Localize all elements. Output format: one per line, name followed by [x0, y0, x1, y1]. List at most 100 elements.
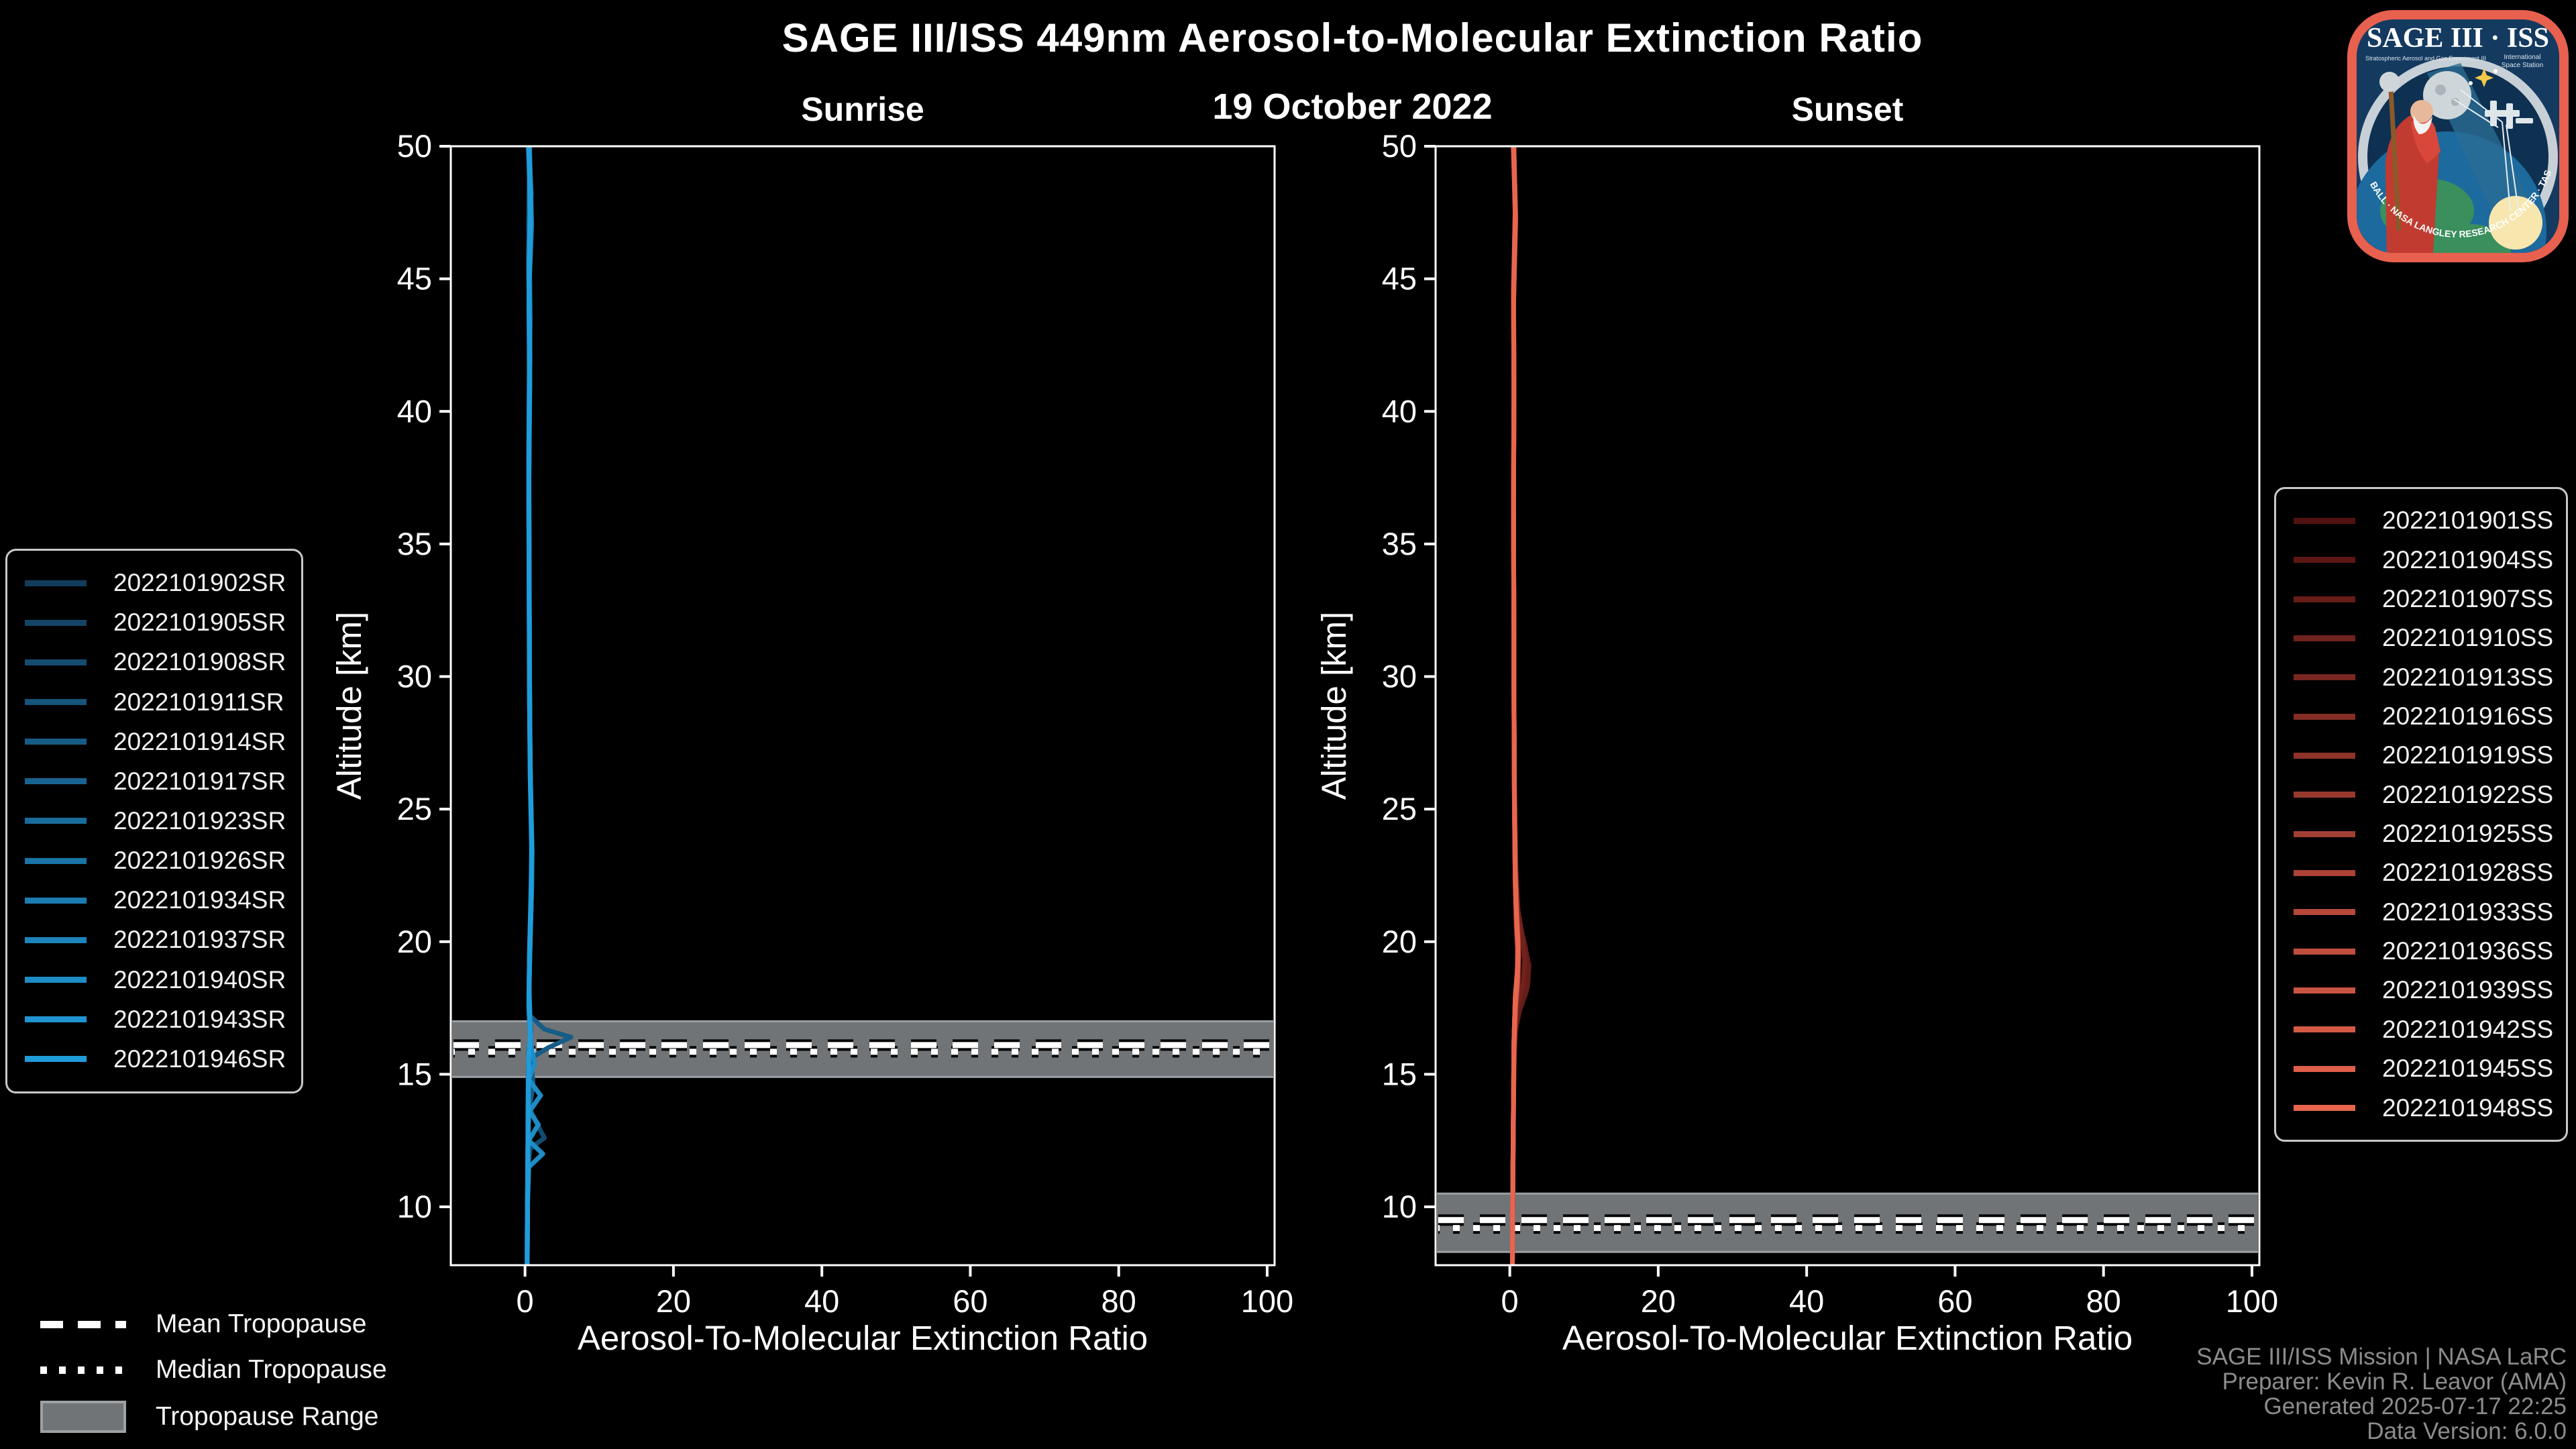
y-tick-label: 45	[1382, 261, 1417, 297]
legend-event-label: 2022101943SR	[113, 1005, 286, 1033]
patch-iss	[2485, 101, 2533, 129]
y-tick-label: 20	[397, 924, 432, 959]
legend-line-swatch	[25, 699, 87, 706]
y-tick-label: 40	[397, 393, 432, 429]
legend-line-swatch	[2294, 869, 2355, 876]
legend-event-label: 2022101934SR	[113, 886, 286, 914]
legend-item: 2022101926SR	[7, 847, 301, 875]
legend-item: 2022101945SS	[2276, 1055, 2566, 1083]
patch-sun	[2489, 196, 2542, 250]
legend-item: 2022101939SS	[2276, 976, 2566, 1004]
panel-title-sunrise: Sunrise	[801, 91, 924, 128]
legend-line-swatch	[25, 778, 87, 785]
legend-line-swatch	[2294, 635, 2355, 641]
attribution-generated: Generated 2025-07-17 22:25	[2263, 1393, 2567, 1419]
legend-line-swatch	[25, 977, 87, 983]
patch-sage-figure	[2379, 72, 2440, 253]
legend-event-label: 2022101922SS	[2382, 780, 2554, 808]
legend-event-label: 2022101907SS	[2382, 585, 2554, 613]
legend-line-swatch	[2294, 517, 2355, 524]
y-tick-label: 30	[1382, 659, 1417, 694]
legend-event-label: 2022101928SS	[2382, 859, 2554, 887]
legend-item: 2022101901SS	[2276, 506, 2566, 535]
legend-event-label: 2022101945SS	[2382, 1055, 2554, 1083]
profile-2022101946SR	[525, 146, 535, 1265]
legend-line-swatch	[25, 659, 87, 665]
y-tick-label: 15	[1382, 1056, 1417, 1091]
x-tick-label: 80	[1102, 1283, 1136, 1319]
legend-item: 2022101936SS	[2276, 937, 2566, 965]
legend-item: 2022101917SR	[7, 767, 301, 796]
plot-frame	[1434, 145, 2261, 1267]
legend-event-label: 2022101901SS	[2382, 506, 2554, 535]
patch-subtitle-right-1: International	[2504, 54, 2540, 61]
panel-sunset: 0 20 40 60 80 100 10 15 20 25 30 35 40 45 50 Aerosol-To…	[1315, 91, 2278, 1357]
legend-line-swatch	[2294, 1026, 2355, 1033]
x-axis-label: Aerosol-To-Molecular Extinction Ratio	[578, 1319, 1148, 1357]
legend-event-label: 2022101925SS	[2382, 820, 2554, 848]
legend-line-swatch	[25, 580, 87, 586]
series-group-sunrise	[525, 146, 574, 1265]
y-tick-label: 25	[1382, 791, 1417, 826]
figure-date: 19 October 2022	[1212, 87, 1493, 127]
x-tick-label: 40	[1789, 1283, 1824, 1319]
legend-event-label: 2022101937SR	[113, 926, 286, 954]
legend-sunrise: 2022101902SR 2022101905SR 2022101908SR 2022…	[5, 549, 303, 1093]
x-tick-label: 40	[804, 1283, 839, 1319]
y-tick-label: 15	[397, 1056, 432, 1091]
legend-line-swatch	[25, 1056, 87, 1063]
legend-item: 2022101914SR	[7, 728, 301, 756]
legend-event-label: 2022101948SS	[2382, 1093, 2554, 1122]
y-tick-label: 50	[397, 128, 432, 164]
legend-item: 2022101919SS	[2276, 741, 2566, 769]
y-tick-label: 30	[397, 659, 432, 694]
legend-label: Mean Tropopause	[156, 1309, 367, 1338]
attribution-data-version: Data Version: 6.0.0	[2367, 1418, 2567, 1444]
x-tick-label: 100	[1241, 1283, 1293, 1319]
legend-item: 2022101942SS	[2276, 1016, 2566, 1044]
x-tick-label: 0	[1501, 1283, 1519, 1319]
legend-line-swatch	[2294, 752, 2355, 759]
legend-event-label: 2022101939SS	[2382, 976, 2554, 1004]
legend-event-label: 2022101914SR	[113, 727, 286, 755]
legend-tropopause-range: Tropopause Range	[40, 1401, 387, 1433]
legend-item: 2022101934SR	[7, 886, 301, 914]
legend-event-label: 2022101923SR	[113, 806, 286, 835]
legend-line-swatch	[2294, 948, 2355, 955]
x-tick-label: 100	[2226, 1283, 2278, 1319]
tropopause-range-patch-icon	[40, 1401, 126, 1433]
legend-item: 2022101925SS	[2276, 820, 2566, 848]
patch-subtitle-right-2: Space Station	[2502, 62, 2543, 69]
series-group-sunset	[1509, 146, 1532, 1265]
legend-item: 2022101916SS	[2276, 702, 2566, 731]
legend-event-label: 2022101916SS	[2382, 702, 2554, 731]
x-tick-label: 60	[1937, 1283, 1972, 1319]
legend-event-label: 2022101910SS	[2382, 624, 2554, 652]
legend-item: 2022101904SS	[2276, 546, 2566, 574]
legend-event-label: 2022101905SR	[113, 608, 286, 637]
legend-event-label: 2022101913SS	[2382, 663, 2554, 691]
y-tick-label: 20	[1382, 924, 1417, 959]
legend-line-swatch	[2294, 987, 2355, 994]
legend-item: 2022101922SS	[2276, 781, 2566, 809]
y-tick-label: 25	[397, 791, 432, 826]
attribution-mission: SAGE III/ISS Mission | NASA LaRC	[2196, 1344, 2567, 1370]
legend-event-label: 2022101902SR	[113, 569, 286, 597]
legend-event-label: 2022101904SS	[2382, 545, 2554, 574]
legend-item: 2022101937SR	[7, 926, 301, 954]
legend-line-swatch	[25, 857, 87, 864]
legend-item: 2022101928SS	[2276, 859, 2566, 887]
legend-event-label: 2022101942SS	[2382, 1015, 2554, 1043]
panel-sunrise: 0 20 40 60 80 100 10 15 20 25 30 35 40 45 50 Aerosol-To…	[330, 91, 1293, 1357]
legend-line-swatch	[25, 1016, 87, 1023]
sage-iii-iss-mission-patch: BALL · NASA LANGLEY RESEARCH CENTER · TA…	[2347, 10, 2569, 262]
panel-title-sunset: Sunset	[1792, 91, 1904, 128]
page-title: SAGE III/ISS 449nm Aerosol-to-Molecular …	[782, 15, 1923, 60]
legend-item: 2022101943SR	[7, 1006, 301, 1034]
legend-line-swatch	[2294, 909, 2355, 916]
y-tick-label: 10	[1382, 1189, 1417, 1224]
tropopause-legend: Mean Tropopause Median Tropopause Tropop…	[40, 1309, 387, 1433]
x-tick-label: 20	[1641, 1283, 1676, 1319]
y-axis-label: Altitude [km]	[330, 612, 368, 800]
